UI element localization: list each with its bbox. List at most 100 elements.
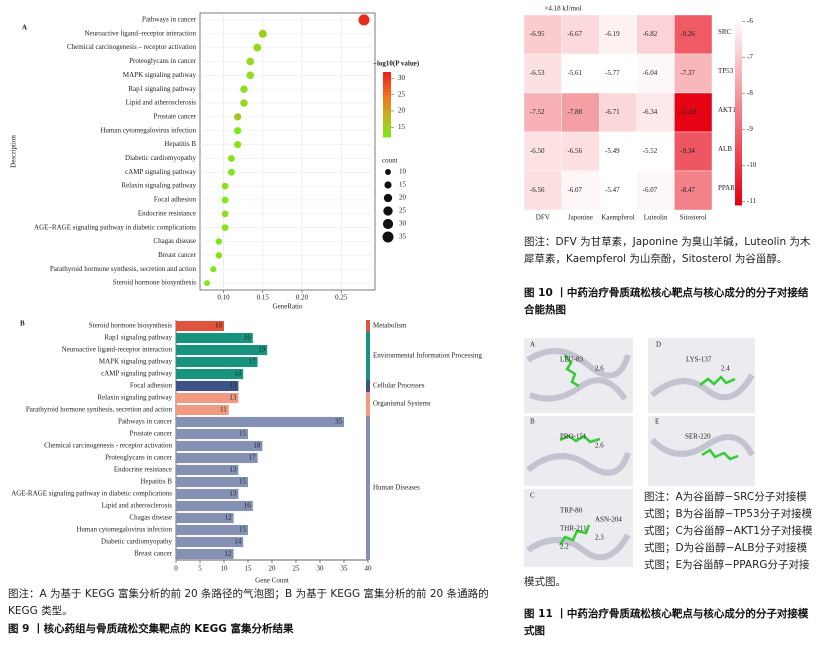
heatmap-cell xyxy=(523,170,562,211)
colorbar-tick-label: 25 xyxy=(398,90,406,98)
bar-value-label: 19 xyxy=(258,346,266,354)
residue-label: THR-211 xyxy=(560,525,587,533)
cell-value-label: -7.88 xyxy=(567,108,582,116)
bar xyxy=(176,332,253,344)
bubble xyxy=(258,29,267,38)
bubble xyxy=(234,113,242,121)
cell-value-label: -5.47 xyxy=(605,186,620,194)
y-tick-label: Human cytomegalovirus infection xyxy=(100,126,196,134)
cell-value-label: -5.77 xyxy=(605,69,620,77)
bubble xyxy=(221,224,229,232)
colorbar-step xyxy=(735,139,742,145)
docking-panel xyxy=(524,416,633,486)
heatmap-cell xyxy=(523,131,562,172)
colorbar-tick-label: -6 xyxy=(747,17,753,25)
cell-value-label: -6.67 xyxy=(567,30,582,38)
residue-label: LYS-137 xyxy=(686,356,712,364)
colorbar-tick-label: -8 xyxy=(747,89,753,97)
colorbar-step xyxy=(735,200,742,206)
residue-label: 2.4 xyxy=(721,365,730,373)
colorbar-step xyxy=(735,195,742,201)
column-label: Luteolin xyxy=(644,214,668,222)
colorbar-step xyxy=(383,115,391,118)
y-tick-label: Endocrine resistance xyxy=(138,209,196,217)
class-label: Human Diseases xyxy=(373,484,420,492)
colorbar-step xyxy=(735,36,742,42)
colorbar-step xyxy=(383,98,391,101)
heatmap-cell xyxy=(523,92,562,133)
y-tick-label: Parathyroid hormone synthesis, secretion… xyxy=(50,265,197,273)
colorbar-step xyxy=(735,162,742,169)
bar-value-label: 18 xyxy=(253,442,261,450)
bubble xyxy=(358,14,370,26)
colorbar-step xyxy=(383,82,391,86)
row-label: TP53 xyxy=(718,67,734,75)
bubble xyxy=(253,43,262,52)
bubble xyxy=(227,168,235,176)
colorbar-step xyxy=(383,111,391,114)
cell-value-label: -6.50 xyxy=(530,147,545,155)
x-tick-label: 30 xyxy=(317,565,325,573)
y-tick-label: Steroid hormone biosynthesis xyxy=(89,322,172,330)
x-tick-label: 25 xyxy=(293,565,301,573)
heatmap-cell xyxy=(674,131,713,172)
y-tick-label: Parathyroid hormone synthesis, secretion… xyxy=(26,406,173,414)
bar-value-label: 13 xyxy=(229,382,237,390)
x-tick-label: 40 xyxy=(365,565,373,573)
class-label: Environmental Information Processing xyxy=(373,352,482,360)
class-strip xyxy=(366,320,370,332)
colorbar-step xyxy=(735,22,742,28)
colorbar-step xyxy=(383,117,391,121)
y-tick-label: Relaxin signaling pathway xyxy=(97,394,172,402)
bar-value-label: 12 xyxy=(225,514,233,522)
y-tick-label: Neuroactive ligand–receptor interaction xyxy=(84,29,196,37)
heatmap-cell xyxy=(674,92,713,133)
size-legend-label: 15 xyxy=(399,181,407,189)
x-tick-label: 0.15 xyxy=(257,294,270,302)
x-axis-title: GeneRatio xyxy=(273,303,303,311)
docking-panel xyxy=(648,338,755,413)
colorbar-step xyxy=(735,134,742,141)
x-tick-label: 35 xyxy=(341,565,349,573)
y-tick-label: AGE-RAGE signaling pathway in diabetic c… xyxy=(11,490,172,498)
row-label: SRC xyxy=(718,28,732,36)
cell-value-label: -7.37 xyxy=(680,69,695,77)
colorbar-step xyxy=(383,91,391,95)
colorbar-step xyxy=(383,80,391,84)
bar-value-label: 10 xyxy=(215,322,223,330)
cell-value-label: -6.19 xyxy=(605,30,620,38)
bubble xyxy=(234,140,242,149)
x-tick-label: 0.25 xyxy=(335,294,348,302)
row-label: AKT1 xyxy=(718,106,736,114)
cell-value-label: -6.71 xyxy=(605,108,620,116)
y-tick-label: cAMP signaling pathway xyxy=(125,168,196,176)
colorbar-step xyxy=(383,128,391,131)
colorbar-step xyxy=(735,120,742,127)
size-legend-dot xyxy=(385,169,391,175)
colorbar-step xyxy=(383,76,391,79)
protein-ribbon xyxy=(526,348,755,561)
colorbar-step xyxy=(735,106,742,112)
x-tick-label: 5 xyxy=(198,565,202,573)
bubble xyxy=(234,127,242,135)
y-tick-label: Rap1 signaling pathway xyxy=(104,334,172,342)
cell-value-label: -6.56 xyxy=(530,186,545,194)
bubble xyxy=(246,71,255,80)
bar xyxy=(176,440,263,452)
figure9-caption: 图注：A 为基于 KEGG 富集分析的前 20 条路径的气泡图；B 为基于 KE… xyxy=(8,588,489,617)
bar xyxy=(176,500,253,512)
colorbar-tick-label: -11 xyxy=(747,197,757,205)
bar xyxy=(176,476,248,488)
y-tick-label: MAPK signaling pathway xyxy=(99,358,173,366)
colorbar-step xyxy=(735,176,742,183)
bar-value-label: 17 xyxy=(249,454,257,462)
bar xyxy=(176,548,234,560)
colorbar-step xyxy=(735,158,742,164)
colorbar-step xyxy=(735,46,742,52)
panel-label: B xyxy=(20,320,25,328)
bar xyxy=(176,380,239,392)
bubble xyxy=(240,85,248,93)
bubble xyxy=(221,182,229,190)
bar-value-label: 13 xyxy=(229,466,237,474)
y-tick-label: Chemical carcinogenesis – receptor activ… xyxy=(67,43,197,51)
